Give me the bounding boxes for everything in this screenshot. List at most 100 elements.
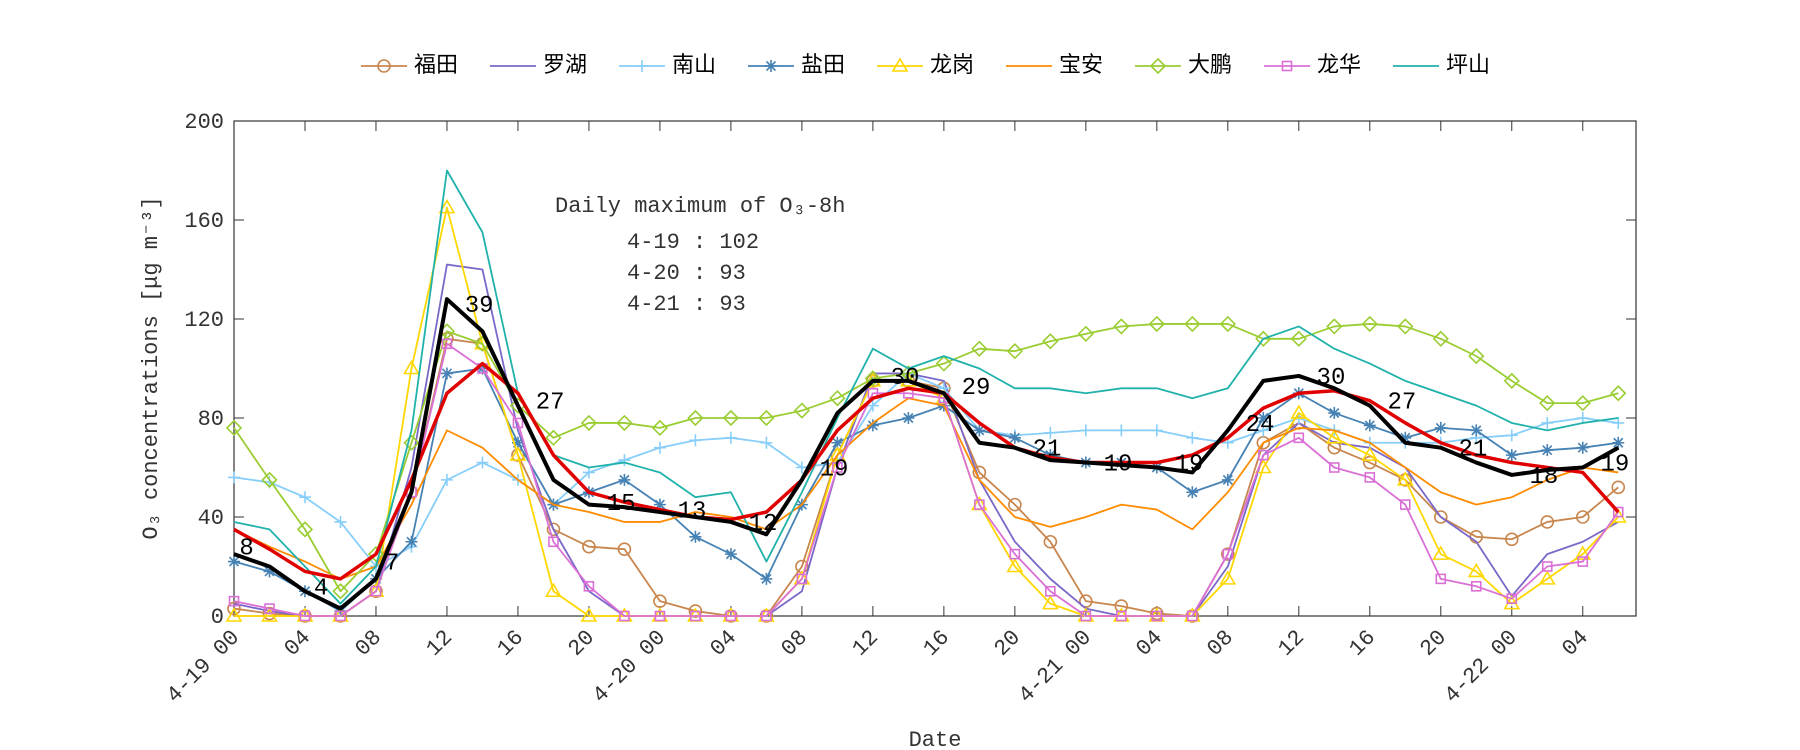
y-tick-label: 0: [211, 605, 224, 630]
marker: [1577, 556, 1589, 567]
legend-label: 宝安: [1059, 53, 1103, 78]
marker: [1326, 318, 1343, 335]
marker: [796, 573, 808, 585]
marker: [1290, 404, 1308, 419]
y-tick-label: 200: [184, 110, 224, 135]
marker: [1362, 455, 1377, 470]
series-line: [233, 397, 1619, 580]
series-line: [233, 263, 1619, 617]
point-label: 18: [1530, 464, 1559, 491]
marker: [582, 466, 595, 479]
x-tick-label: 04: [1131, 625, 1167, 661]
y-tick-label: 80: [198, 407, 224, 432]
marker: [1468, 347, 1485, 365]
point-label: 24: [1246, 412, 1275, 439]
marker: [688, 604, 703, 618]
marker: [1434, 421, 1447, 434]
marker: [1221, 473, 1234, 486]
point-label: 8: [239, 536, 253, 563]
marker: [1610, 385, 1627, 402]
x-tick-label: 4-21 00: [1014, 625, 1097, 708]
marker: [261, 607, 278, 622]
marker: [370, 585, 382, 597]
marker: [1008, 497, 1022, 512]
series-line: [233, 367, 1619, 612]
marker: [1079, 424, 1092, 437]
marker: [1043, 534, 1058, 549]
marker: [548, 536, 559, 548]
marker: [1042, 333, 1059, 350]
marker: [795, 461, 808, 474]
marker: [1399, 499, 1411, 510]
marker: [725, 610, 737, 622]
y-tick-label: 160: [184, 209, 224, 234]
marker: [545, 582, 562, 598]
marker: [228, 555, 240, 568]
marker: [1258, 449, 1269, 461]
marker: [1080, 610, 1092, 622]
annotation-title: Daily maximum of O₃-8h: [555, 194, 845, 219]
marker: [758, 409, 775, 427]
marker: [1041, 595, 1059, 610]
marker: [545, 429, 562, 446]
marker: [546, 522, 561, 537]
marker: [902, 412, 915, 424]
point-label: 19: [1104, 452, 1133, 479]
marker: [476, 456, 489, 469]
legend-label: 盐田: [801, 53, 845, 78]
marker: [653, 594, 667, 608]
marker: [724, 431, 737, 444]
legend-label: 龙岗: [930, 53, 974, 78]
series-line: [233, 361, 1620, 581]
marker: [1361, 315, 1378, 333]
marker: [1257, 424, 1270, 437]
x-tick-label: 16: [493, 625, 529, 661]
series-line: [233, 323, 1619, 593]
point-label: 15: [607, 491, 636, 518]
marker: [617, 542, 632, 556]
marker: [1327, 440, 1342, 455]
x-tick-label: 12: [422, 625, 458, 661]
marker: [619, 610, 630, 622]
point-label: 27: [1388, 390, 1417, 417]
marker: [512, 417, 524, 429]
marker: [1574, 545, 1592, 560]
marker: [1506, 593, 1518, 604]
marker: [1432, 330, 1449, 347]
legend-marker: [1281, 60, 1293, 72]
point-label: 13: [678, 499, 707, 526]
marker: [689, 434, 702, 447]
marker: [1222, 548, 1234, 560]
marker: [616, 414, 633, 432]
marker: [225, 607, 243, 622]
marker: [261, 471, 278, 489]
point-label: 21: [1033, 437, 1062, 464]
marker: [583, 580, 595, 592]
marker: [1435, 573, 1447, 585]
marker: [1006, 343, 1023, 360]
marker: [441, 338, 453, 350]
marker: [225, 419, 243, 437]
x-tick-label: 16: [918, 625, 954, 661]
marker: [971, 340, 988, 357]
marker: [298, 491, 311, 504]
marker: [1612, 416, 1625, 429]
marker: [1575, 510, 1590, 524]
x-tick-label: 12: [847, 625, 883, 661]
marker: [1541, 444, 1554, 457]
y-tick-label: 120: [184, 308, 224, 333]
marker: [580, 607, 598, 622]
marker: [1399, 431, 1412, 444]
marker: [1504, 532, 1519, 547]
series-line: [233, 342, 1619, 617]
marker: [1186, 486, 1199, 499]
marker: [1541, 416, 1554, 429]
marker: [760, 572, 773, 585]
legend-marker: [891, 57, 909, 72]
marker: [1540, 515, 1555, 529]
marker: [299, 610, 311, 622]
marker: [1612, 506, 1624, 518]
marker: [973, 424, 986, 437]
marker: [1328, 407, 1341, 420]
